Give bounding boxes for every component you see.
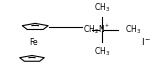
Text: CH$_3$: CH$_3$ (93, 46, 110, 58)
Text: I$^-$: I$^-$ (141, 36, 152, 47)
Text: $^+$: $^+$ (104, 23, 111, 29)
Text: N: N (99, 25, 104, 34)
Text: Fe: Fe (29, 38, 38, 47)
Text: CH$_3$: CH$_3$ (125, 23, 141, 36)
Text: CH$_2$: CH$_2$ (83, 23, 99, 36)
Text: CH$_3$: CH$_3$ (93, 1, 110, 14)
